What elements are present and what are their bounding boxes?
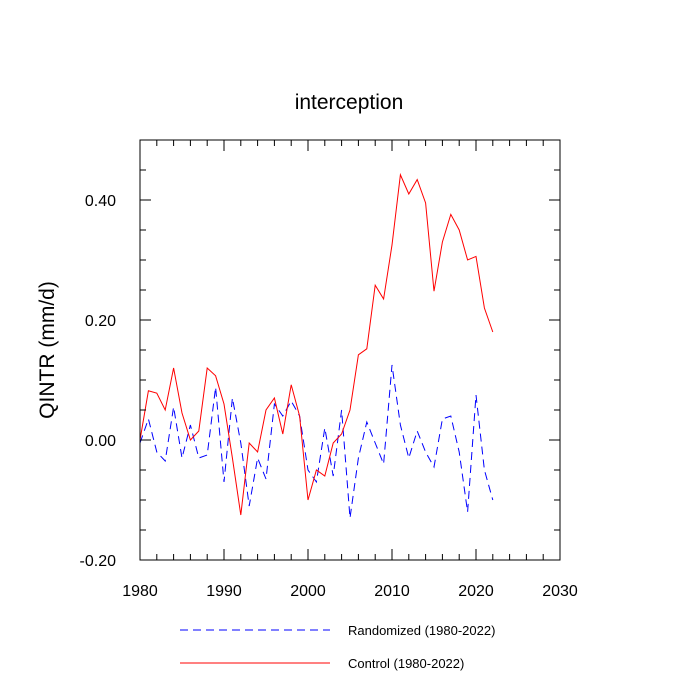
y-tick-label: 0.40 [85,193,116,210]
y-tick-label: 0.20 [85,313,116,330]
y-tick-label: 0.00 [85,433,116,450]
x-tick-label: 2000 [290,583,326,600]
x-tick-label: 2020 [458,583,494,600]
plot-lines [139,172,494,519]
y-axis-tick-labels: -0.20 0.00 0.20 0.40 [80,193,117,570]
series-line-randomized [139,364,494,519]
legend: Randomized (1980-2022) Control (1980-2022… [180,623,495,671]
y-axis-label: QINTR (mm/d) [36,281,59,419]
x-tick-label: 2010 [374,583,410,600]
legend-label-control: Control (1980-2022) [348,656,464,671]
x-axis-tick-labels: 1980 1990 2000 2010 2020 2030 [122,583,578,600]
x-tick-label: 1990 [206,583,242,600]
chart-title: interception [295,91,404,114]
y-tick-label: -0.20 [80,553,117,570]
axis-ticks [139,139,561,561]
plot-frame [139,139,561,561]
x-tick-label: 2030 [542,583,578,600]
x-tick-label: 1980 [122,583,158,600]
legend-label-randomized: Randomized (1980-2022) [348,623,495,638]
series-line-control [139,172,494,516]
